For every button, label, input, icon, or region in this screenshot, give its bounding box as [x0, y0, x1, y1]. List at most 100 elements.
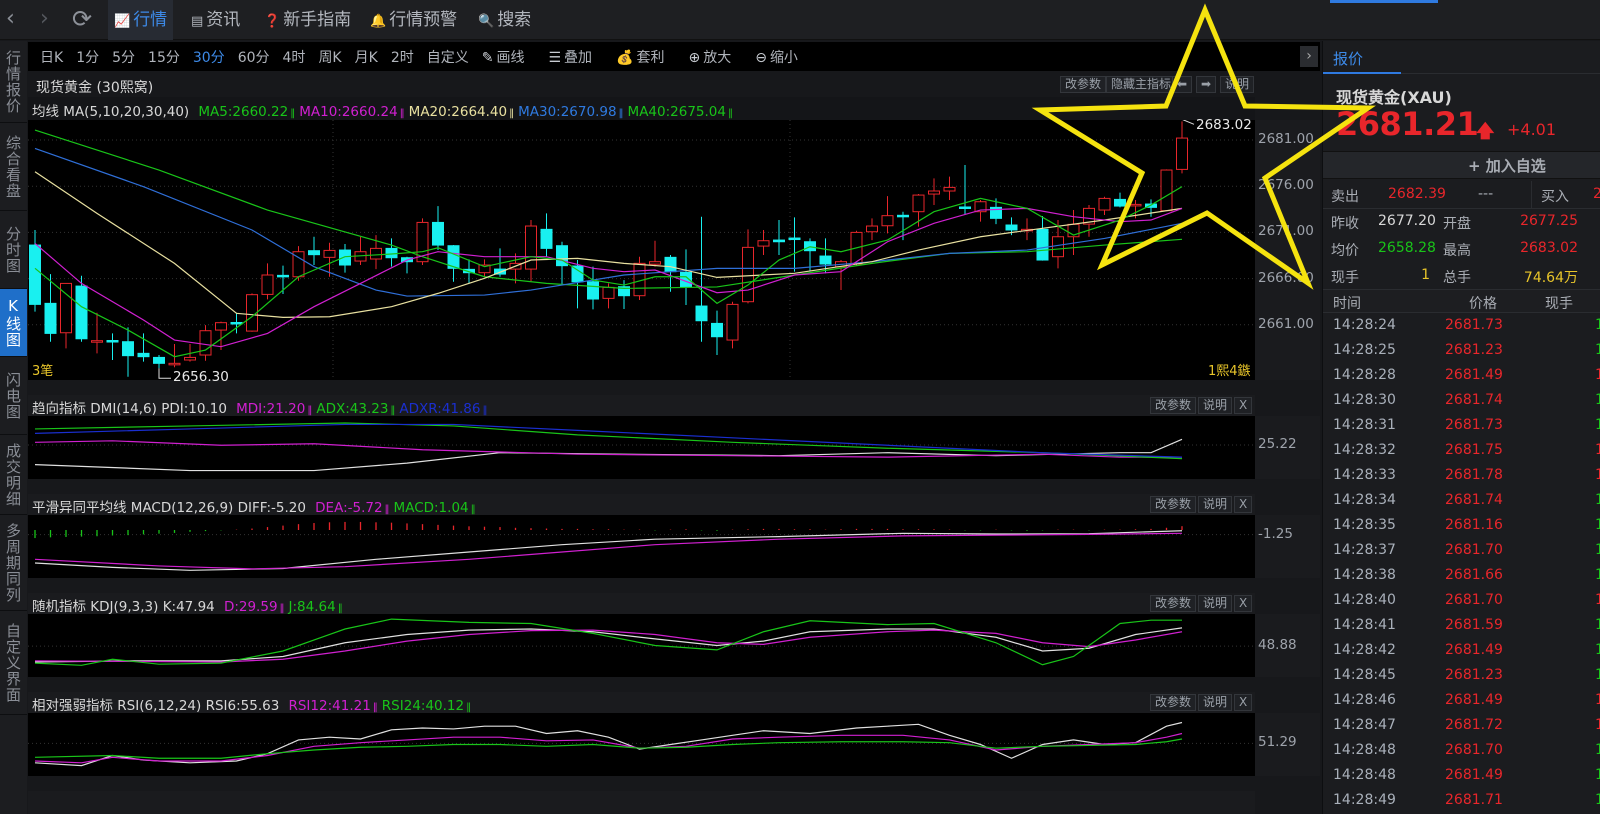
- tool-money-bag[interactable]: 💰 套利: [616, 47, 664, 67]
- period-1分[interactable]: 1分: [76, 49, 100, 66]
- refresh-button[interactable]: ⟳: [72, 5, 93, 33]
- macd-change-params-button[interactable]: 改参数: [1150, 496, 1197, 513]
- candle-body: [773, 239, 785, 243]
- nav-tab-label: 行情预警: [389, 10, 458, 30]
- period-2时[interactable]: 2时: [390, 49, 414, 66]
- kdj-change-params-button[interactable]: 改参数: [1150, 595, 1197, 612]
- period-自定义[interactable]: 自定义: [426, 49, 469, 66]
- last-price: 2681.21: [1336, 105, 1479, 143]
- dmi-chart[interactable]: [28, 416, 1255, 479]
- chart-button-3[interactable]: ➡: [1196, 76, 1217, 93]
- forward-button[interactable]: ›: [40, 6, 49, 31]
- stat-value: 2658.28: [1378, 240, 1436, 256]
- legend-item: MA20:2664.40: [408, 104, 508, 120]
- candle: [881, 196, 894, 234]
- legend-separator: [191, 108, 194, 119]
- kdj-help-button[interactable]: 说明: [1198, 595, 1233, 612]
- tool-zoom-in[interactable]: ⊕ 放大: [688, 47, 731, 67]
- rsi-chart[interactable]: [28, 713, 1255, 776]
- dmi-help-button[interactable]: 说明: [1198, 397, 1233, 414]
- candle: [1021, 218, 1033, 241]
- back-button[interactable]: ‹: [6, 6, 15, 31]
- tab-quote[interactable]: 报价: [1333, 50, 1364, 68]
- tool-pencil[interactable]: ✎ 画线: [482, 47, 525, 67]
- chart-icon: 📈: [114, 14, 131, 29]
- legend-separator: ‖: [509, 108, 515, 119]
- period-4时[interactable]: 4时: [282, 49, 306, 66]
- sidebar-item-5[interactable]: 成交明细: [0, 435, 27, 515]
- period-5分[interactable]: 5分: [112, 49, 136, 66]
- macd-help-button[interactable]: 说明: [1198, 496, 1233, 513]
- sidebar-item-4[interactable]: 闪电图: [0, 357, 27, 435]
- sidebar-item-1[interactable]: 综合看盘: [0, 123, 27, 211]
- sidebar-item-2[interactable]: 分时图: [0, 211, 27, 289]
- tick-row: 14:28:37 2681.70 1: [1323, 539, 1600, 564]
- tick-volume: 1: [1595, 467, 1600, 483]
- chart-button-1[interactable]: 隐藏主指标: [1106, 76, 1177, 93]
- divider: [1531, 181, 1532, 209]
- period-60分[interactable]: 60分: [237, 49, 270, 66]
- ticks-list[interactable]: 14:28:24 2681.73 1 14:28:25 2681.23 1 14:28:28…: [1323, 314, 1600, 814]
- sidebar-item-label: 分时图: [4, 225, 22, 274]
- candle: [990, 198, 1002, 225]
- nav-tab-2[interactable]: ❓ 新手指南: [258, 0, 357, 40]
- candle-body: [370, 247, 382, 260]
- price-tick-label: 2661.00: [1258, 315, 1314, 332]
- period-日K[interactable]: 日K: [40, 49, 64, 66]
- candle-body: [788, 237, 801, 241]
- sidebar-item-7[interactable]: 自定义界面: [0, 611, 27, 715]
- candle-body: [463, 268, 475, 274]
- nav-tab-0[interactable]: 📈 行情: [108, 0, 174, 40]
- rsi-close-button[interactable]: X: [1234, 694, 1253, 711]
- tick-row: 14:28:45 2681.23 1: [1323, 664, 1600, 689]
- dmi-close-button[interactable]: X: [1234, 397, 1253, 414]
- chart-button-2[interactable]: ⬅: [1172, 76, 1193, 93]
- tick-row: 14:28:28 2681.49 1: [1323, 364, 1600, 389]
- sidebar-item-0[interactable]: 行情报价: [0, 41, 27, 123]
- period-15分[interactable]: 15分: [148, 49, 180, 66]
- tool-zoom-out[interactable]: ⊖ 缩小: [755, 47, 798, 67]
- candle-body: [168, 362, 181, 366]
- tick-time: 14:28:32: [1333, 442, 1396, 458]
- stat-label: 昨收: [1331, 216, 1359, 232]
- candle: [509, 253, 522, 284]
- candle-body: [447, 245, 460, 269]
- candlestick-svg: [28, 118, 1255, 380]
- period-月K[interactable]: 月K: [354, 49, 378, 66]
- period-周K[interactable]: 周K: [318, 49, 342, 66]
- kdj-axis: 48.88: [1255, 614, 1320, 677]
- candle: [308, 236, 320, 266]
- add-watchlist-button[interactable]: + 加入自选: [1323, 151, 1600, 179]
- candle-body: [91, 340, 103, 343]
- tool-stack[interactable]: ☰ 叠加: [548, 47, 592, 67]
- macd-chart[interactable]: [28, 515, 1255, 578]
- tick-price: 2681.73: [1445, 317, 1503, 333]
- legend-separator: ‖: [390, 405, 396, 416]
- toolbar-scroll-right-button[interactable]: ›: [1300, 46, 1318, 67]
- sidebar-item-6[interactable]: 多周期同列: [0, 515, 27, 611]
- candle-body: [1114, 198, 1126, 207]
- tick-price: 2681.70: [1445, 592, 1503, 608]
- candlestick-chart[interactable]: 3笔 1熙4鏃 2683.02 2656.30: [28, 117, 1255, 385]
- candle-body: [649, 261, 661, 265]
- chart-button-4[interactable]: 说明: [1220, 76, 1255, 93]
- rsi-change-params-button[interactable]: 改参数: [1150, 694, 1197, 711]
- legend-item: 趋向指标 DMI(14,6) PDI:10.10: [32, 401, 227, 417]
- kdj-chart[interactable]: [28, 614, 1255, 677]
- rsi-axis-label: 51.29: [1258, 734, 1297, 751]
- candle: [323, 242, 336, 277]
- nav-tab-3[interactable]: 🔔 行情预警: [364, 0, 463, 40]
- period-30分[interactable]: 30分: [192, 49, 225, 66]
- stat-label: 最高: [1443, 243, 1471, 259]
- candle: [75, 275, 88, 342]
- rsi-help-button[interactable]: 说明: [1198, 694, 1233, 711]
- macd-close-button[interactable]: X: [1234, 496, 1253, 513]
- sidebar-item-3[interactable]: K线图: [0, 289, 27, 357]
- dmi-change-params-button[interactable]: 改参数: [1150, 397, 1197, 414]
- candle: [757, 229, 770, 256]
- chart-button-0[interactable]: 改参数: [1060, 76, 1107, 93]
- kdj-close-button[interactable]: X: [1234, 595, 1253, 612]
- nav-tab-4[interactable]: 🔍 搜索: [472, 0, 537, 40]
- tick-price: 2681.49: [1445, 767, 1503, 783]
- nav-tab-1[interactable]: ▤ 资讯: [185, 0, 246, 40]
